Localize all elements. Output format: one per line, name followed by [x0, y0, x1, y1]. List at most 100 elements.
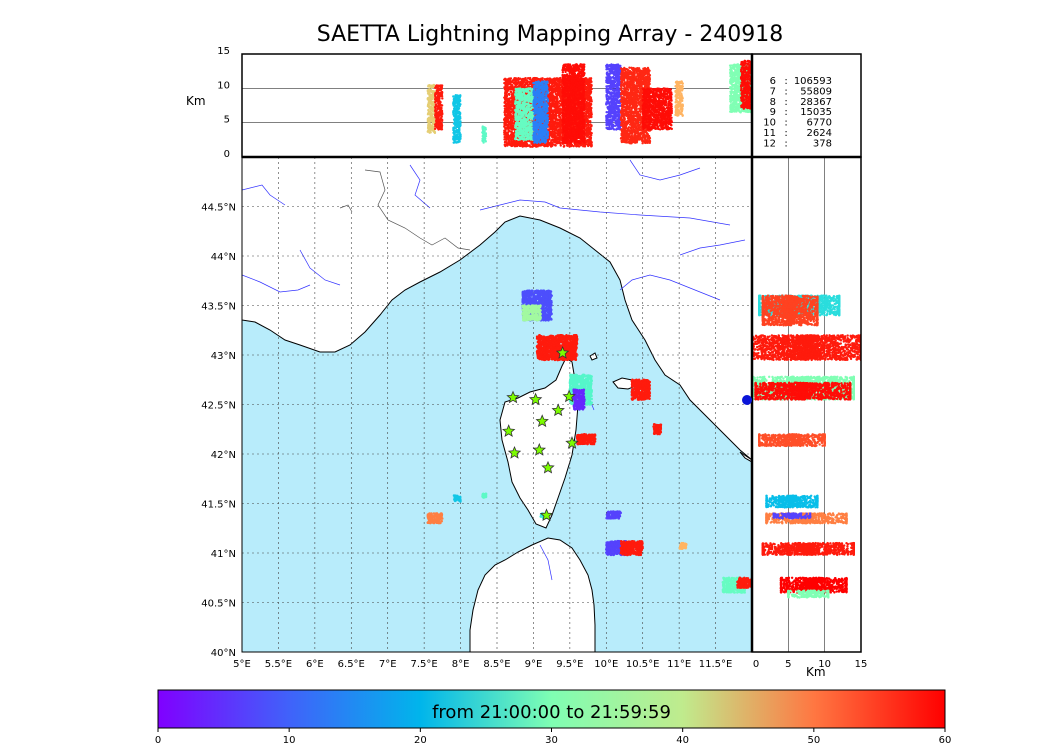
plan-lightning-point	[573, 402, 577, 406]
plan-lightning-point	[741, 579, 745, 583]
plan-lightning-point	[570, 391, 573, 395]
plan-lightning-point	[545, 307, 548, 311]
plan-lightning-point	[740, 581, 743, 585]
top-lightning-point	[431, 93, 435, 97]
plan-lightning-point	[631, 550, 635, 554]
plan-lightning-point	[569, 373, 572, 377]
plan-lightning-point	[572, 357, 575, 361]
plan-lightning-point	[553, 352, 557, 355]
plan-lightning-point	[459, 500, 462, 503]
plan-lightning-point	[623, 545, 626, 549]
plan-lightning-point	[738, 577, 741, 581]
plan-lightning-point	[579, 395, 582, 399]
plan-lightning-point	[610, 542, 614, 546]
plan-lightning-points	[426, 289, 752, 594]
plan-lightning-point	[584, 395, 588, 398]
plan-lightning-point	[521, 312, 525, 316]
plan-lightning-point	[435, 516, 439, 520]
plan-lightning-point	[482, 492, 485, 496]
plan-lightning-point	[528, 302, 532, 305]
plan-lightning-point	[545, 318, 549, 322]
plan-lightning-point	[723, 578, 727, 581]
plan-lightning-point	[576, 390, 580, 393]
plan-lightning-point	[531, 314, 535, 318]
plan-lightning-point	[617, 510, 621, 514]
plan-lightning-point	[535, 350, 539, 354]
plan-lightning-point	[531, 310, 535, 314]
top-lightning-point	[457, 99, 461, 102]
plan-lightning-point	[620, 549, 623, 552]
plan-lightning-point	[548, 335, 552, 339]
plan-lightning-point	[525, 290, 528, 293]
plan-lightning-point	[558, 357, 562, 361]
plan-lightning-point	[526, 293, 530, 297]
top-lightning-point	[458, 94, 462, 98]
plan-lightning-point	[569, 339, 573, 343]
plan-lightning-point	[626, 553, 629, 557]
plan-lightning-point	[636, 550, 640, 554]
plan-lightning-point	[744, 581, 748, 584]
plan-lightning-point	[635, 395, 639, 398]
plan-lightning-point	[530, 308, 534, 311]
top-lightning-point	[452, 141, 455, 144]
top-lightning-point	[431, 103, 435, 107]
plan-lightning-point	[624, 550, 627, 553]
plan-lightning-point	[641, 391, 644, 395]
top-lightning-point	[434, 107, 437, 110]
top-lightning-point	[429, 129, 432, 132]
plan-lightning-point	[543, 344, 547, 347]
top-lightning-point	[427, 122, 430, 126]
top-lightning-point	[433, 127, 437, 131]
plan-lightning-point	[542, 296, 545, 300]
plan-lightning-point	[440, 516, 443, 520]
plan-lightning-point	[640, 540, 644, 543]
plan-lightning-point	[565, 353, 569, 357]
plan-lightning-point	[738, 590, 741, 594]
plan-lightning-point	[643, 389, 647, 393]
top-lightning-point	[429, 97, 433, 100]
plan-lightning-point	[612, 515, 616, 519]
plan-lightning-point	[608, 552, 612, 556]
plan-lightning-point	[736, 586, 740, 589]
top-lightning-point	[428, 112, 431, 116]
plan-lightning-point	[562, 341, 566, 344]
plan-lightning-point	[590, 435, 594, 439]
plan-lightning-point	[575, 374, 579, 377]
top-lightning-point	[437, 127, 440, 130]
plan-x-tick-label: 8.5°E	[483, 659, 510, 670]
plan-lightning-point	[543, 357, 547, 361]
top-lightning-point	[426, 130, 429, 133]
plan-lightning-point	[440, 514, 443, 518]
plan-lightning-point	[574, 395, 578, 399]
plan-lightning-point	[642, 395, 646, 399]
plan-lightning-point	[543, 353, 547, 356]
top-lightning-point	[458, 128, 461, 131]
plan-lightning-point	[521, 305, 525, 309]
plan-lightning-point	[526, 297, 530, 300]
plan-lightning-point	[587, 376, 591, 379]
plan-lightning-point	[612, 552, 615, 556]
plan-lightning-point	[534, 312, 538, 316]
top-lightning-point	[436, 85, 439, 89]
plan-lightning-point	[646, 384, 649, 387]
plan-lightning-point	[536, 311, 540, 314]
plan-lightning-point	[616, 540, 619, 544]
plan-x-tick-label: 6.5°E	[338, 659, 365, 670]
plan-lightning-point	[575, 376, 579, 380]
plan-lightning-point	[682, 545, 685, 549]
plan-lightning-point	[572, 388, 576, 392]
top-lightning-point	[440, 91, 444, 95]
plan-lightning-point	[622, 540, 626, 544]
plan-lightning-point	[521, 294, 525, 298]
top-lightning-point	[429, 95, 432, 98]
plan-y-tick-label: 42.5°N	[201, 401, 236, 412]
plan-lightning-point	[583, 383, 587, 387]
plan-lightning-point	[634, 548, 638, 551]
plan-lightning-point	[579, 375, 582, 379]
plan-lightning-point	[483, 495, 487, 499]
plan-lightning-point	[551, 340, 555, 344]
plan-lightning-point	[553, 338, 556, 342]
plan-lightning-point	[639, 542, 643, 546]
top-lightning-point	[456, 119, 460, 122]
plan-lightning-point	[565, 339, 569, 343]
